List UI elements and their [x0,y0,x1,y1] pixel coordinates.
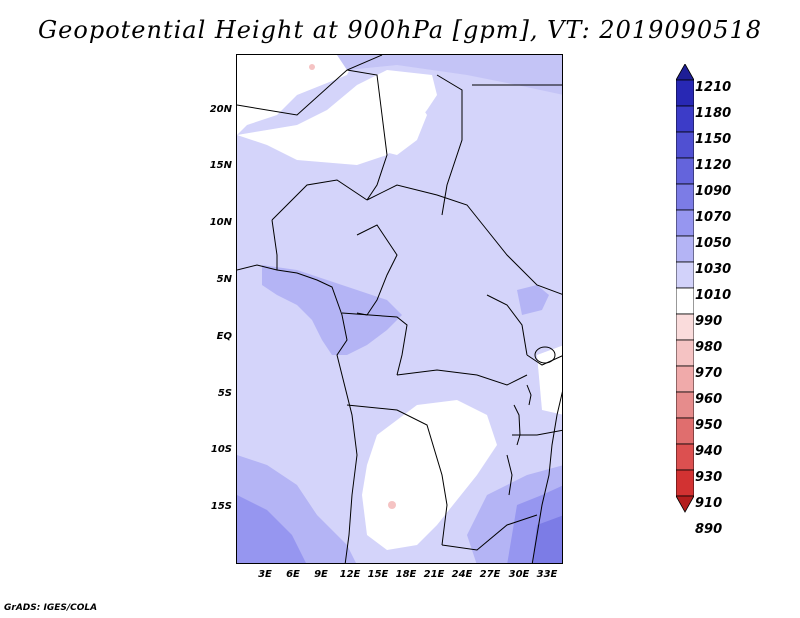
colorbar-box [676,209,694,237]
colorbar-box [676,443,694,471]
colorbar-box [676,339,694,367]
colorbar-boxes [676,64,694,513]
lon-label: 27E [479,569,501,580]
colorbar-box [676,313,694,341]
colorbar-box [676,157,694,185]
lon-label: 15E [367,569,389,580]
lon-label: 24E [451,569,473,580]
colorbar-label: 970 [695,366,723,381]
lakes [506,346,556,496]
colorbar-box [676,391,694,419]
colorbar-label: 930 [695,470,723,485]
colorbar-bottom-arrow [676,495,694,513]
lat-label: 10S [210,444,232,455]
lat-label: 15N [209,160,232,171]
contour-angola-low [362,400,497,550]
contour-small-980 [388,501,396,509]
lat-label: 20N [209,104,232,115]
colorbar-label: 990 [695,314,723,329]
contour-sw-1050 [237,495,306,563]
lon-label: 3E [258,569,272,580]
east-coastline [531,391,562,563]
colorbar-label: 1150 [695,132,732,147]
colorbar-label: 1120 [695,158,732,173]
lon-label: 21E [423,569,445,580]
contour-guinea-1030 [262,265,402,355]
lon-label: 18E [395,569,417,580]
map-title: Geopotential Height at 900hPa [gpm], VT:… [38,16,762,44]
colorbar-label: 960 [695,392,723,407]
lat-label: 5N [216,274,232,285]
colorbar-box [676,365,694,393]
colorbar-label: 1050 [695,236,732,251]
colorbar [676,64,694,513]
colorbar-box [676,469,694,497]
lat-label: EQ [216,331,232,342]
contour-niger-low [377,95,427,155]
colorbar-label: 1070 [695,210,732,225]
grads-credit: GrADS: IGES/COLA [4,603,98,613]
lat-label: 10N [209,217,232,228]
lon-label: 30E [508,569,530,580]
colorbar-top-arrow [676,64,694,81]
colorbar-label: 1010 [695,288,732,303]
colorbar-box [676,131,694,159]
colorbar-label: 940 [695,444,723,459]
contour-north-band [337,55,562,95]
map-panel [236,54,563,564]
colorbar-label: 1210 [695,80,732,95]
colorbar-box [676,183,694,211]
geopotential-field [237,55,562,563]
lon-label: 12E [339,569,361,580]
colorbar-label: 980 [695,340,723,355]
colorbar-label: 1090 [695,184,732,199]
country-borders [237,55,562,563]
colorbar-label: 950 [695,418,723,433]
lon-label: 33E [536,569,558,580]
contour-tiny-980 [309,64,315,70]
lat-label: 15S [210,501,232,512]
colorbar-label: 910 [695,496,723,511]
contour-north-west-low [237,55,357,135]
colorbar-box [676,287,694,315]
colorbar-label: 1180 [695,106,732,121]
colorbar-box [676,235,694,263]
lon-label: 9E [314,569,328,580]
colorbar-box [676,79,694,107]
colorbar-box [676,261,694,289]
contour-se-1070 [532,515,562,563]
colorbar-label: 890 [695,522,723,537]
lon-label: 6E [286,569,300,580]
contour-east-1030 [517,285,549,315]
colorbar-box [676,105,694,133]
colorbar-label: 1030 [695,262,732,277]
colorbar-box [676,417,694,445]
lat-label: 5S [217,388,232,399]
